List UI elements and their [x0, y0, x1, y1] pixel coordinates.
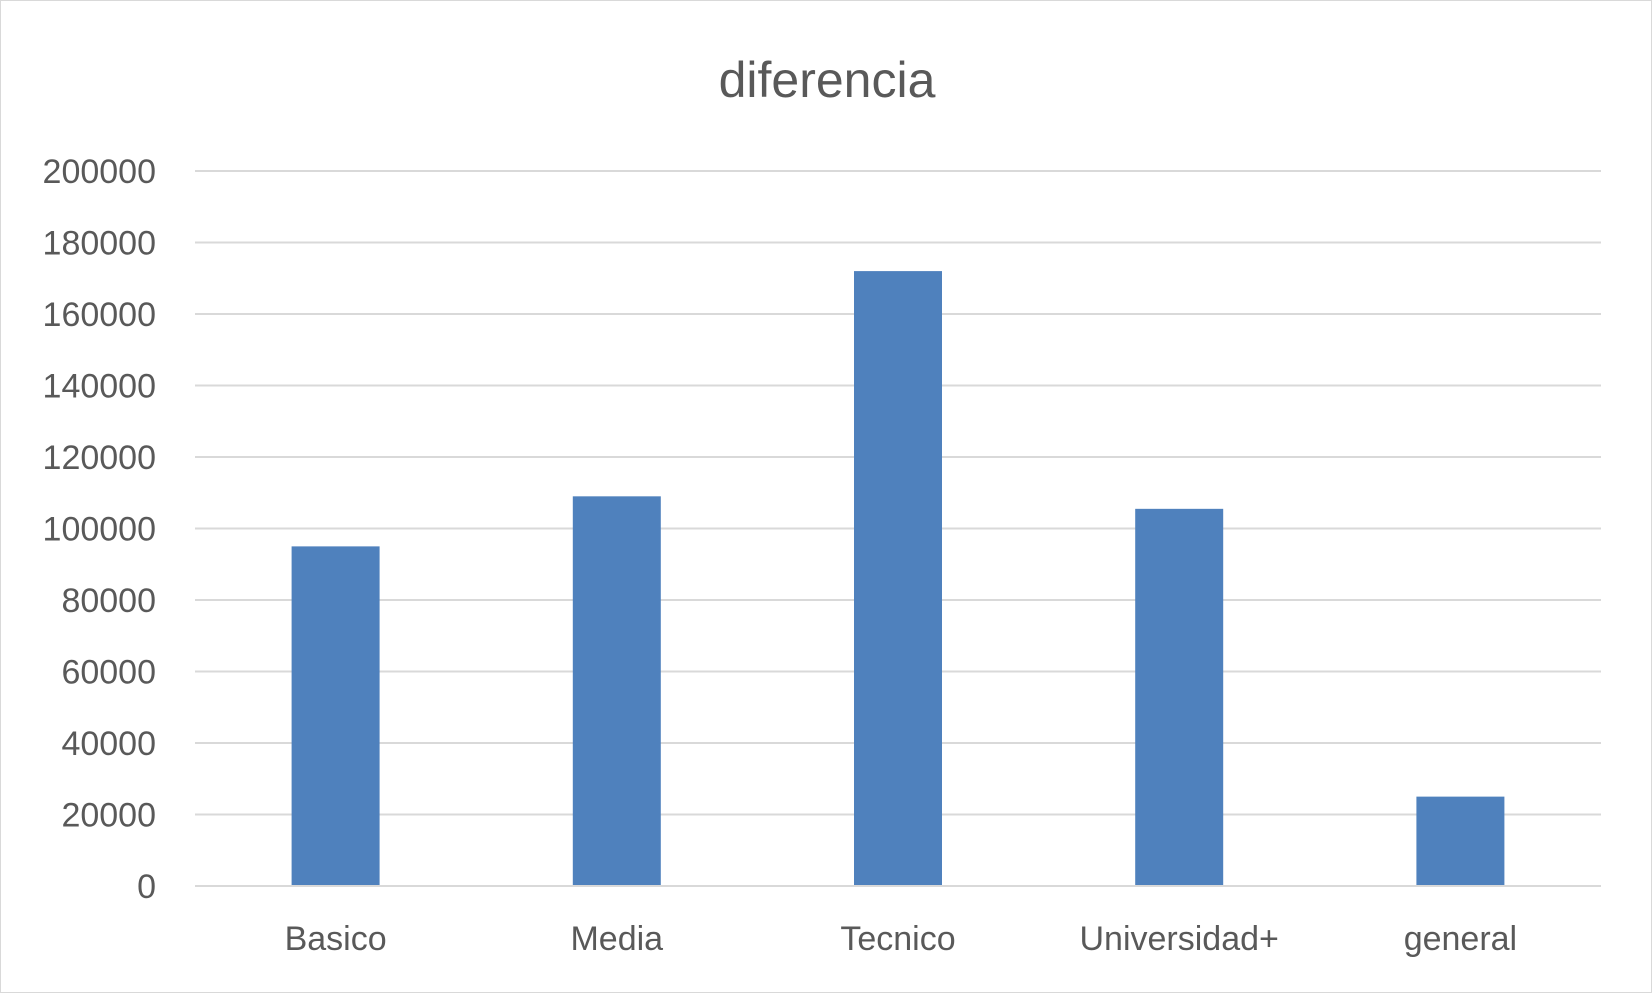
x-axis-tick-labels: Basico Media Tecnico Universidad+ general [285, 920, 1518, 958]
bar-basico [291, 546, 380, 886]
y-tick-label: 20000 [61, 797, 156, 835]
y-tick-label: 0 [137, 868, 156, 906]
y-tick-label: 120000 [43, 439, 156, 477]
y-tick-label: 40000 [61, 725, 156, 763]
y-tick-label: 140000 [43, 368, 156, 406]
y-tick-label: 180000 [43, 225, 156, 263]
y-tick-label: 80000 [61, 582, 156, 620]
bar-general [1416, 796, 1505, 886]
x-tick-label: Media [570, 920, 663, 958]
chart-title: diferencia [719, 52, 936, 108]
bar-universidad [1135, 508, 1224, 886]
y-tick-label: 200000 [43, 153, 156, 191]
x-tick-label: Universidad+ [1080, 920, 1279, 958]
y-tick-label: 60000 [61, 654, 156, 692]
bar-tecnico [854, 271, 942, 887]
y-tick-label: 160000 [43, 296, 156, 334]
y-axis-tick-labels: 0 20000 40000 60000 80000 100000 120000 140000 1… [43, 153, 156, 906]
y-tick-label: 100000 [43, 511, 156, 549]
bars [291, 271, 1505, 887]
x-tick-label: Basico [285, 920, 387, 958]
bar-media [572, 496, 661, 886]
x-tick-label: general [1404, 920, 1517, 958]
x-tick-label: Tecnico [840, 920, 955, 958]
